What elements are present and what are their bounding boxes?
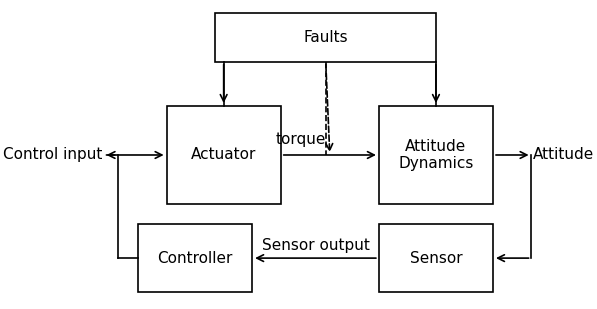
Bar [138, 224, 253, 293]
Bar [379, 224, 493, 293]
Text: Sensor output: Sensor output [261, 238, 370, 253]
Text: Attitude: Attitude [533, 147, 595, 163]
Text: Controller: Controller [158, 251, 233, 266]
Bar [379, 106, 493, 204]
Text: Attitude
Dynamics: Attitude Dynamics [398, 139, 473, 171]
Text: Sensor: Sensor [410, 251, 462, 266]
Bar [167, 106, 281, 204]
Text: torque: torque [276, 132, 327, 147]
Text: Faults: Faults [303, 30, 348, 44]
Text: Actuator: Actuator [191, 147, 256, 163]
Bar [216, 13, 436, 62]
Text: Control input: Control input [2, 147, 102, 163]
